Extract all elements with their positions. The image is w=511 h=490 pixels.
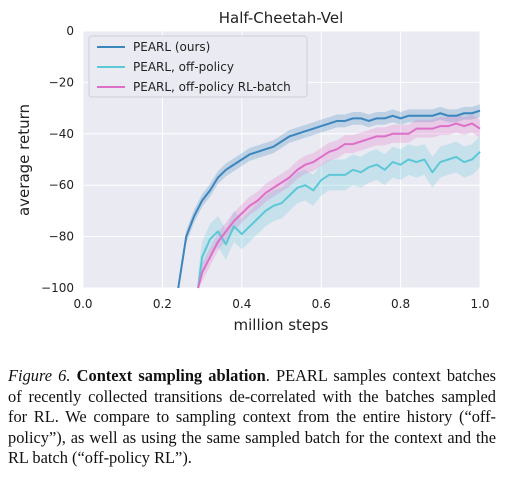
y-tick-label: −60 xyxy=(49,178,74,192)
line-chart: Half-Cheetah-Vel 0.0 0.2 0.4 0.6 0.8 1.0 0 −20 −… xyxy=(15,9,490,334)
series-line xyxy=(197,122,481,289)
legend-box xyxy=(88,35,308,98)
y-tick-label: −80 xyxy=(49,230,74,244)
x-tick-label: 0.8 xyxy=(391,297,410,311)
x-tick-label: 0.6 xyxy=(312,297,331,311)
x-tick-label: 0.2 xyxy=(153,297,172,311)
series-lines xyxy=(177,109,481,289)
y-tick-label: −100 xyxy=(41,281,74,295)
legend-entry-off-policy-rl-batch: PEARL, off-policy RL-batch xyxy=(133,80,291,94)
x-axis-label: million steps xyxy=(234,316,329,334)
series-line xyxy=(177,109,481,289)
chart-title: Half-Cheetah-Vel xyxy=(219,9,344,27)
series-band xyxy=(198,114,480,289)
series-band xyxy=(198,136,480,288)
y-axis-label: average return xyxy=(15,104,33,216)
caption-text: . PEARL samples context batches of recen… xyxy=(8,366,496,467)
y-tick-label: 0 xyxy=(66,24,74,38)
x-tick-label: 0.0 xyxy=(73,297,92,311)
tick-labels: 0.0 0.2 0.4 0.6 0.8 1.0 0 −20 −40 −60 −80 −100 xyxy=(41,24,490,311)
confidence-bands xyxy=(178,104,480,289)
caption-title: Context sampling ablation xyxy=(76,366,266,385)
y-tick-label: −40 xyxy=(49,127,74,141)
series-band xyxy=(178,104,480,289)
figure-number: Figure 6. xyxy=(8,366,71,385)
legend: PEARL (ours) PEARL, off-policy PEARL, of… xyxy=(88,35,308,98)
x-tick-label: 1.0 xyxy=(470,297,489,311)
x-tick-label: 0.4 xyxy=(232,297,251,311)
y-tick-label: −20 xyxy=(49,75,74,89)
legend-entry-off-policy: PEARL, off-policy xyxy=(133,60,234,74)
series-line xyxy=(197,151,481,289)
figure-caption: Figure 6. Context sampling ablation. PEA… xyxy=(8,366,496,469)
figure: Half-Cheetah-Vel 0.0 0.2 0.4 0.6 0.8 1.0 0 −20 −… xyxy=(15,9,490,334)
legend-entry-pearl: PEARL (ours) xyxy=(133,40,210,54)
